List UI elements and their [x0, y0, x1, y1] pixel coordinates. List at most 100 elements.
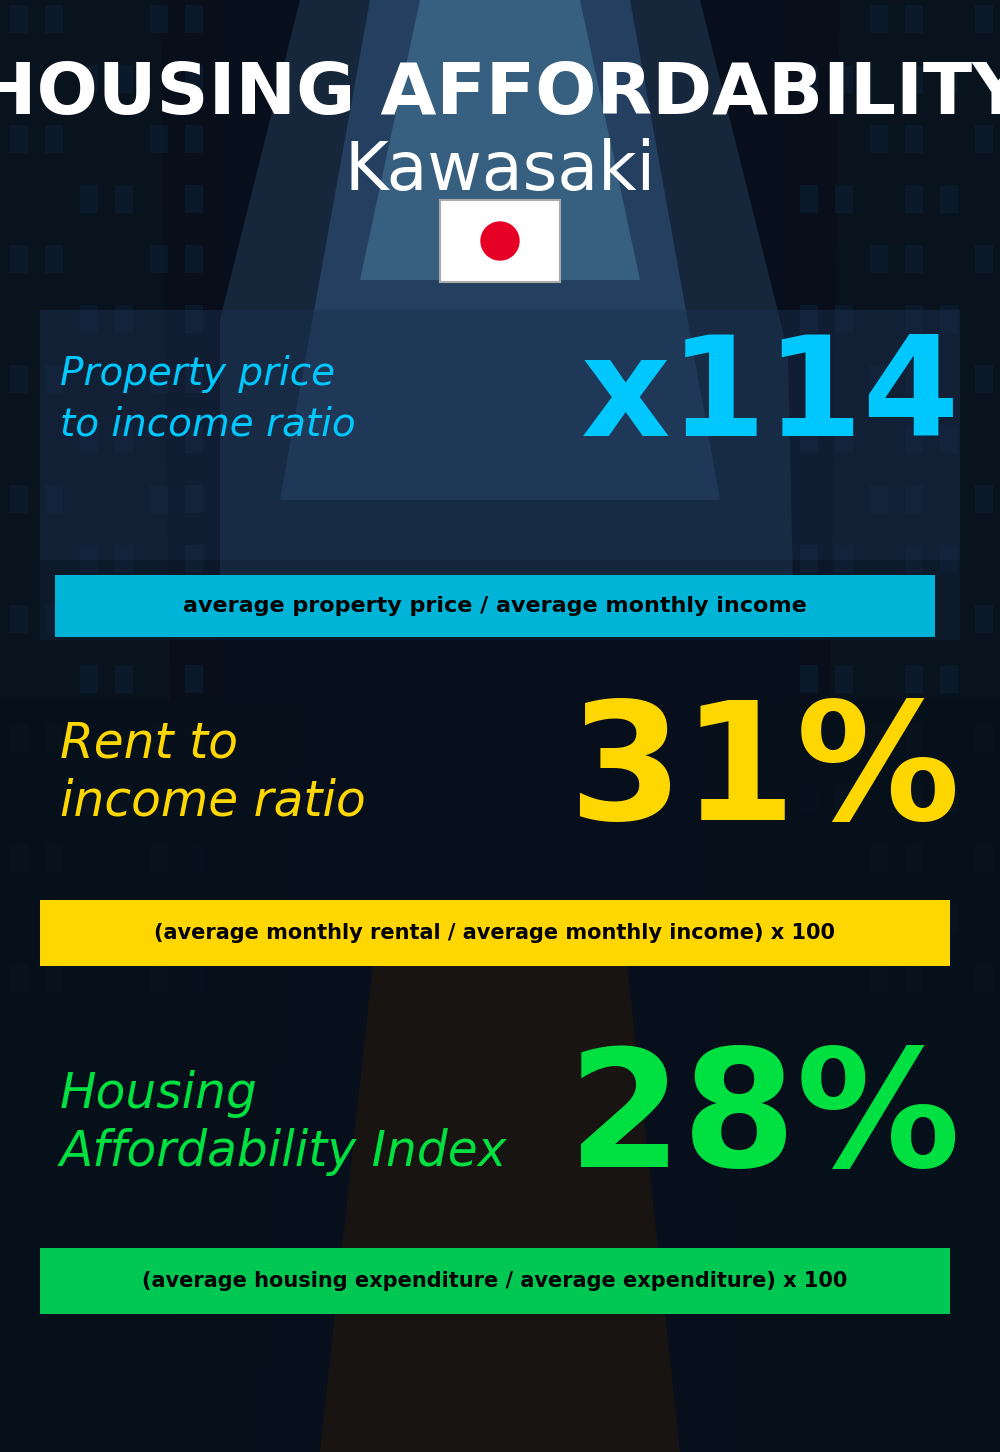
Bar: [185, 364, 203, 393]
Bar: [185, 485, 203, 513]
Text: 31%: 31%: [568, 696, 960, 854]
Bar: [185, 966, 203, 993]
Text: income ratio: income ratio: [60, 778, 366, 826]
Bar: [80, 544, 98, 574]
Bar: [150, 125, 168, 152]
Bar: [115, 786, 133, 813]
Bar: [185, 184, 203, 213]
Bar: [185, 786, 203, 813]
Bar: [905, 245, 923, 273]
Bar: [905, 184, 923, 213]
Text: (average monthly rental / average monthly income) x 100: (average monthly rental / average monthl…: [154, 923, 836, 942]
Bar: [905, 125, 923, 152]
Bar: [185, 305, 203, 333]
Bar: [870, 364, 888, 393]
Bar: [80, 665, 98, 693]
Polygon shape: [700, 700, 1000, 1452]
Bar: [975, 485, 993, 513]
Bar: [80, 184, 98, 213]
Bar: [975, 4, 993, 33]
Bar: [905, 905, 923, 934]
Bar: [940, 665, 958, 693]
Bar: [45, 725, 63, 754]
Bar: [835, 305, 853, 333]
Bar: [940, 544, 958, 574]
Bar: [905, 364, 923, 393]
Bar: [940, 305, 958, 333]
Polygon shape: [0, 0, 180, 1452]
Polygon shape: [0, 0, 220, 1452]
Bar: [870, 485, 888, 513]
Text: x114: x114: [581, 330, 960, 465]
Bar: [10, 845, 28, 873]
Bar: [115, 305, 133, 333]
Bar: [905, 665, 923, 693]
Bar: [185, 905, 203, 934]
Text: Property price: Property price: [60, 354, 335, 393]
Bar: [800, 65, 818, 93]
Bar: [45, 605, 63, 633]
Bar: [150, 725, 168, 754]
Polygon shape: [360, 0, 640, 280]
Bar: [150, 845, 168, 873]
Bar: [185, 245, 203, 273]
Bar: [800, 665, 818, 693]
Text: 28%: 28%: [568, 1043, 960, 1201]
Bar: [80, 305, 98, 333]
Bar: [975, 966, 993, 993]
Bar: [150, 4, 168, 33]
Bar: [800, 544, 818, 574]
Bar: [870, 605, 888, 633]
Bar: [185, 725, 203, 754]
Bar: [80, 65, 98, 93]
Bar: [800, 305, 818, 333]
Bar: [940, 65, 958, 93]
Bar: [45, 845, 63, 873]
Bar: [975, 245, 993, 273]
Bar: [905, 786, 923, 813]
Bar: [10, 364, 28, 393]
Bar: [45, 966, 63, 993]
Bar: [45, 485, 63, 513]
Bar: [10, 125, 28, 152]
Bar: [870, 725, 888, 754]
Bar: [975, 605, 993, 633]
Bar: [80, 905, 98, 934]
Bar: [835, 425, 853, 453]
Bar: [185, 425, 203, 453]
Bar: [80, 786, 98, 813]
Bar: [185, 4, 203, 33]
Bar: [800, 184, 818, 213]
Bar: [150, 966, 168, 993]
Bar: [115, 184, 133, 213]
Bar: [185, 125, 203, 152]
Bar: [185, 605, 203, 633]
Bar: [45, 125, 63, 152]
Bar: [45, 364, 63, 393]
Bar: [975, 725, 993, 754]
Bar: [905, 65, 923, 93]
Bar: [835, 65, 853, 93]
Polygon shape: [820, 0, 1000, 1452]
Bar: [835, 905, 853, 934]
Bar: [115, 905, 133, 934]
Bar: [870, 845, 888, 873]
Bar: [10, 485, 28, 513]
Bar: [905, 4, 923, 33]
Bar: [940, 184, 958, 213]
Bar: [10, 245, 28, 273]
Bar: [150, 245, 168, 273]
Text: Rent to: Rent to: [60, 720, 238, 768]
Text: to income ratio: to income ratio: [60, 405, 356, 443]
Bar: [800, 905, 818, 934]
Text: Kawasaki: Kawasaki: [344, 138, 656, 203]
Bar: [905, 966, 923, 993]
Circle shape: [481, 222, 519, 260]
Bar: [905, 605, 923, 633]
Bar: [870, 125, 888, 152]
Bar: [185, 665, 203, 693]
Bar: [10, 4, 28, 33]
Bar: [10, 605, 28, 633]
Bar: [40, 309, 960, 560]
Text: average property price / average monthly income: average property price / average monthly…: [183, 595, 807, 616]
